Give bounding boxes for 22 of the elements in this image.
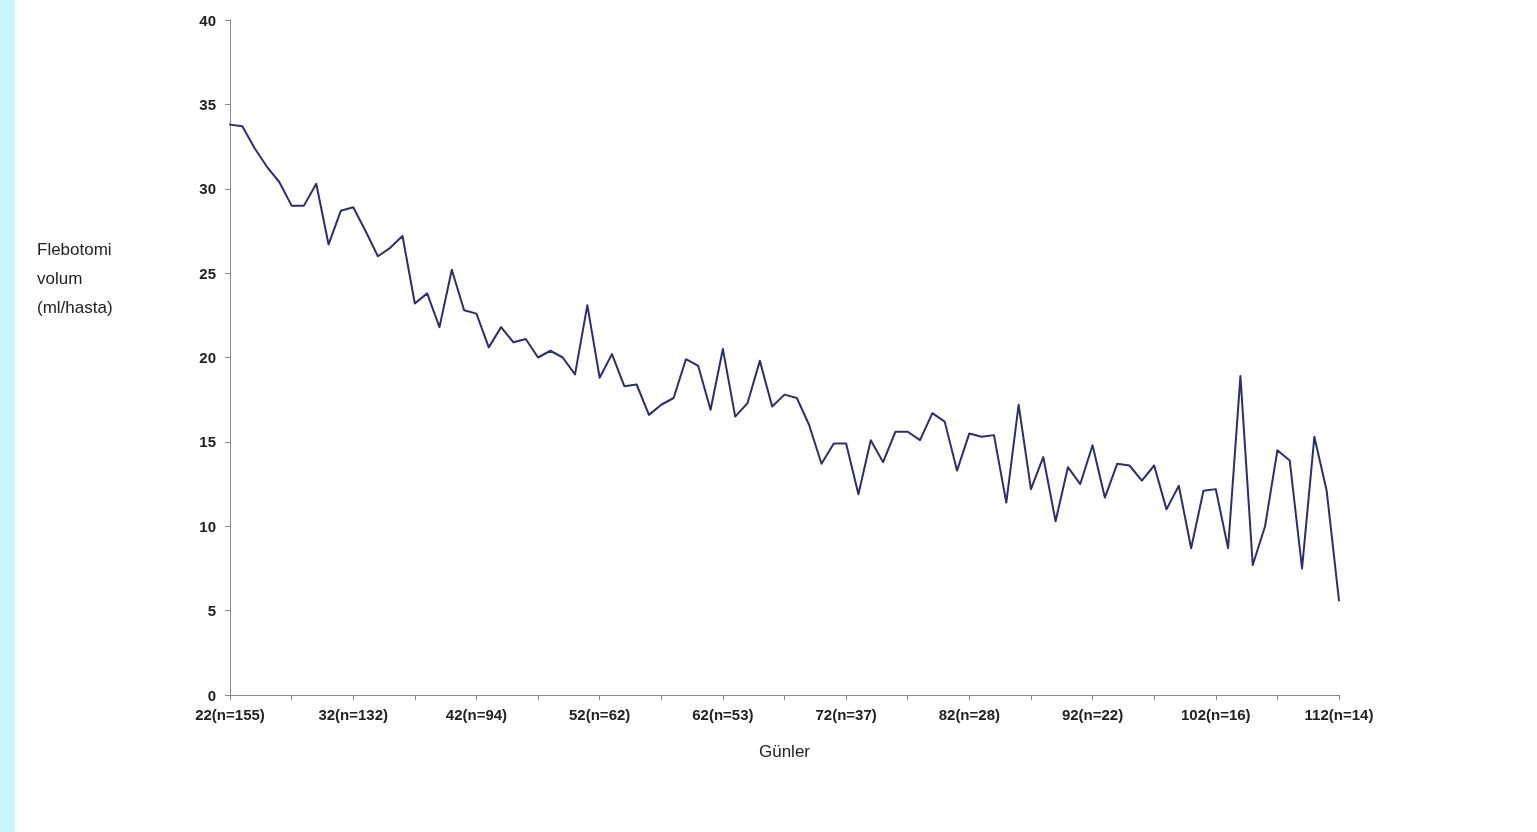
x-tick-label: 42(n=94) <box>445 706 508 723</box>
x-tick-label: 92(n=22) <box>1061 706 1124 723</box>
y-tick-label: 20 <box>199 349 216 366</box>
x-tick-label: 102(n=16) <box>1180 706 1251 723</box>
x-tick-label: 22(n=155) <box>195 706 265 723</box>
y-tick-label: 0 <box>207 686 216 704</box>
y-tick-label: 10 <box>199 517 216 535</box>
y-tick-label: 35 <box>199 95 216 113</box>
x-tick-label: 52(n=62) <box>569 706 631 723</box>
y-tick-label: 25 <box>199 264 216 282</box>
y-tick-label: 5 <box>207 602 216 620</box>
x-tick-label: 112(n=14) <box>1304 706 1374 723</box>
line-series <box>229 123 1340 602</box>
x-tick-label: 32(n=132) <box>318 706 389 723</box>
y-tick-label: 30 <box>199 180 216 198</box>
x-tick-label: 82(n=28) <box>938 706 1000 723</box>
y-tick-label: 15 <box>199 433 216 451</box>
y-axis-title: Flebotomi volum (ml/hasta) <box>37 239 114 319</box>
x-tick-label: 72(n=37) <box>815 706 877 723</box>
y-tick-label: 40 <box>199 11 216 29</box>
x-tick-label: 62(n=53) <box>692 706 754 723</box>
x-axis-title: Günler <box>758 742 811 761</box>
